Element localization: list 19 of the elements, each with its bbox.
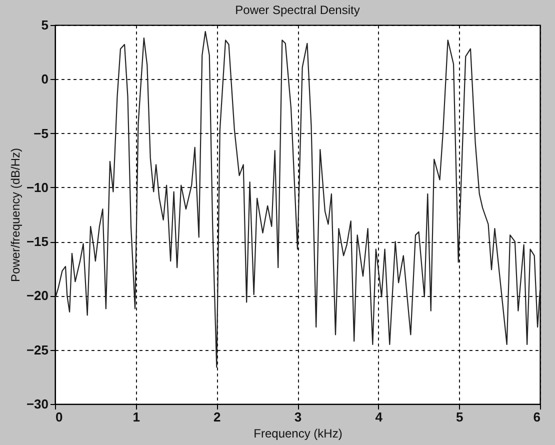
x-axis-title: Frequency (kHz): [254, 426, 342, 440]
y-tick-label: −20: [26, 288, 48, 304]
x-tick-label: 0: [56, 410, 63, 424]
x-tick-label: 4: [375, 410, 384, 424]
x-tick-label: 2: [214, 410, 221, 424]
y-axis-title: Power/frequency (dB/Hz): [8, 148, 22, 282]
y-tick-label: −25: [26, 342, 48, 358]
chart-title: Power Spectral Density: [235, 3, 360, 17]
y-tick-label: −10: [26, 180, 48, 195]
line-series: [54, 30, 541, 368]
x-tick-label: 6: [533, 410, 540, 424]
x-tick-label: 3: [294, 410, 302, 424]
x-tick-label: 5: [456, 410, 464, 424]
y-tick-label: 5: [41, 18, 48, 32]
y-tick-label: 0: [41, 72, 48, 87]
x-tick-label: 1: [132, 410, 140, 424]
y-tick-label: −15: [26, 234, 48, 250]
y-tick-label: −5: [34, 126, 48, 141]
y-tick-label: −30: [26, 396, 48, 412]
